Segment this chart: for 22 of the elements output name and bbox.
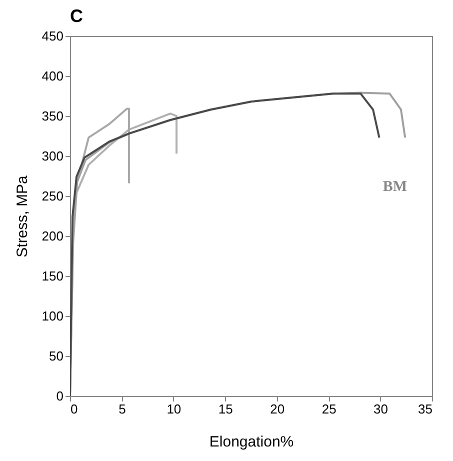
x-tick-label: 5 [118,402,126,416]
x-tick-label: 20 [270,402,285,416]
x-tick-label: 10 [166,402,182,416]
x-tick-label: 15 [218,402,233,416]
y-tick-label: 350 [42,108,64,124]
y-tick-label: 50 [49,348,64,364]
y-tick-label: 250 [42,188,64,204]
x-tick-label: 0 [70,402,78,416]
y-tick-label: 200 [42,228,64,244]
y-tick-label: 450 [42,28,64,44]
chart-title: C [70,6,83,26]
x-tick-label: 25 [322,402,336,416]
y-tick-label: 0 [56,388,64,404]
annotation: BM [382,179,408,195]
y-tick-label: 300 [42,148,64,164]
y-axis-title: Stress, MPa [14,175,31,258]
y-tick-label: 400 [42,68,64,84]
x-axis-title: Elongation% [209,434,294,450]
x-tick-label: 30 [374,402,388,416]
x-tick-label: 35 [418,402,432,416]
y-tick-label: 150 [42,268,64,284]
y-tick-label: 100 [42,308,64,324]
